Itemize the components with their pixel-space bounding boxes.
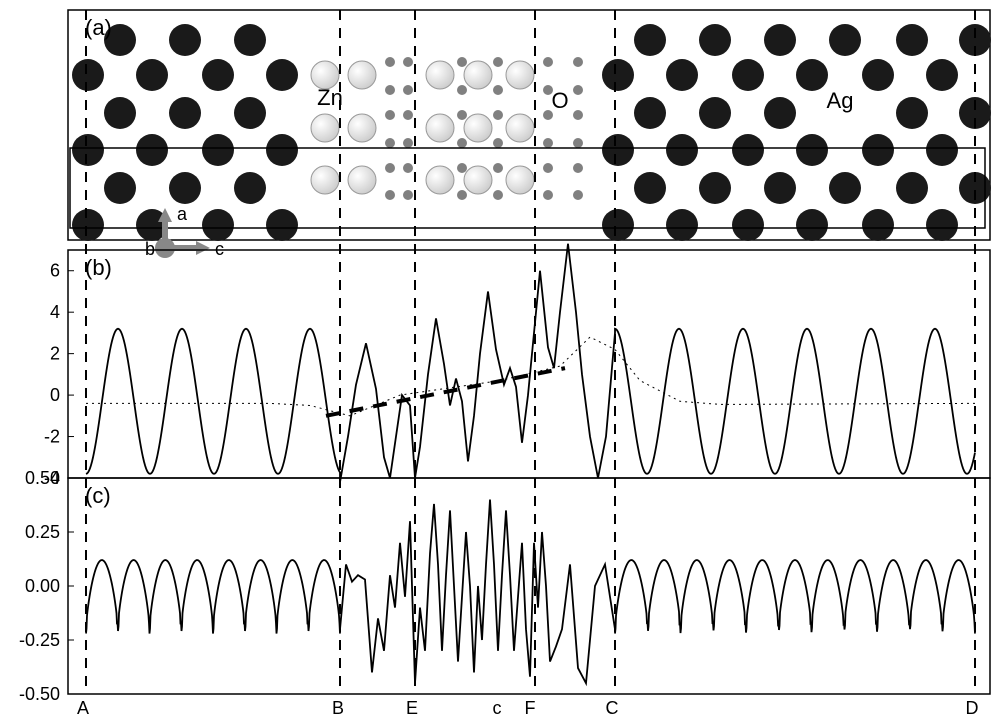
svg-text:b: b	[145, 239, 155, 259]
figure-container: ZnOAg(a)abc-4-20246(b)-0.50-0.250.000.25…	[0, 0, 1000, 714]
svg-text:-0.50: -0.50	[19, 684, 60, 704]
svg-text:c: c	[215, 239, 224, 259]
svg-text:O: O	[551, 88, 568, 113]
svg-text:D: D	[966, 698, 979, 714]
svg-text:a: a	[177, 204, 188, 224]
svg-text:0.50: 0.50	[25, 468, 60, 488]
svg-text:(c): (c)	[85, 483, 111, 508]
svg-text:(b): (b)	[85, 255, 112, 280]
svg-text:Ag: Ag	[827, 88, 854, 113]
figure-svg: ZnOAg(a)abc-4-20246(b)-0.50-0.250.000.25…	[0, 0, 1000, 714]
svg-text:2: 2	[50, 344, 60, 364]
svg-text:E: E	[406, 698, 418, 714]
svg-text:F: F	[525, 698, 536, 714]
svg-text:C: C	[606, 698, 619, 714]
svg-text:(a): (a)	[85, 15, 112, 40]
svg-text:c: c	[493, 698, 502, 714]
svg-text:-2: -2	[44, 427, 60, 447]
svg-text:4: 4	[50, 302, 60, 322]
svg-text:0.00: 0.00	[25, 576, 60, 596]
svg-text:0.25: 0.25	[25, 522, 60, 542]
svg-text:Zn: Zn	[317, 85, 343, 110]
svg-text:6: 6	[50, 261, 60, 281]
svg-text:A: A	[77, 698, 89, 714]
svg-text:-0.25: -0.25	[19, 630, 60, 650]
svg-text:0: 0	[50, 385, 60, 405]
svg-text:B: B	[332, 698, 344, 714]
